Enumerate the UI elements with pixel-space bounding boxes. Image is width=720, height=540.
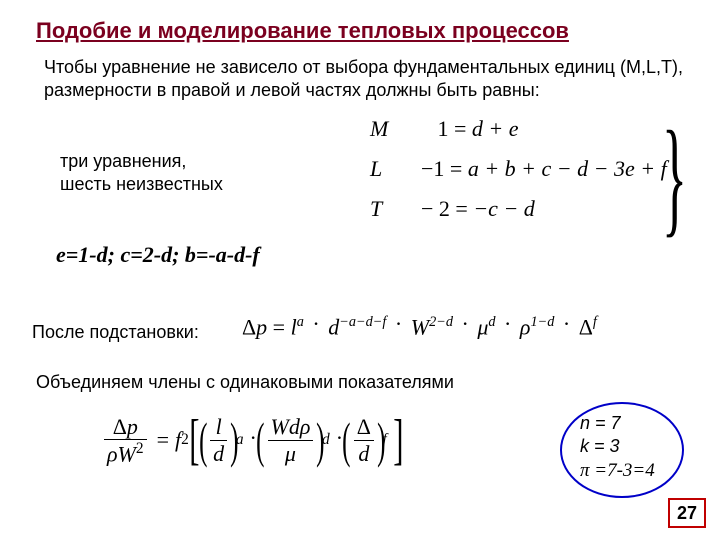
after-substitution-equation: Δp = la · d−a−d−f · W2−d · μd · ρ1−d · Δ… (242, 314, 597, 340)
ae-exp-W: 2−d (429, 314, 453, 330)
brace-icon: } (662, 112, 687, 242)
eq-row-T: T − 2 = −c − d (370, 196, 667, 222)
group-Wdrho-over-mu: Wdρ μ (268, 415, 314, 464)
ae-W: W (411, 314, 429, 339)
ae-dp: Δp (242, 314, 267, 339)
frac-dp-rhoW2: Δp ρW2 (104, 415, 147, 466)
eq-row-L: L −1 = a + b + c − d − 3e + f (370, 156, 667, 182)
bubble-k: k = 3 (580, 435, 655, 458)
eq-T-rhs: −c − d (473, 196, 534, 221)
ae-mu: μ (477, 314, 488, 339)
pi-theorem-text: n = 7 k = 3 π =7-3=4 (580, 412, 655, 483)
note-line-2: шесть неизвестных (60, 174, 223, 194)
group-Delta-over-d: Δ d (354, 415, 374, 464)
note-line-1: три уравнения, (60, 151, 186, 171)
bubble-n: n = 7 (580, 412, 655, 435)
eq-T-lhs: − 2 = (421, 196, 473, 221)
eq-var-L: L (370, 156, 410, 182)
bubble-pi: π =7-3=4 (580, 459, 655, 484)
ae-rho: ρ (520, 314, 531, 339)
eq-L-rhs: a + b + c − d − 3e + f (468, 156, 667, 181)
ae-exp-Delta: f (593, 314, 597, 330)
group-l-over-d: l d (210, 415, 227, 464)
ae-exp-rho: 1−d (530, 314, 554, 330)
solved-exponents: e=1-d; c=2-d; b=-a-d-f (56, 242, 260, 268)
ae-eq: = (273, 314, 291, 339)
eq-var-T: T (370, 196, 410, 222)
eq-var-M: M (370, 116, 410, 142)
eq-M-rhs: d + e (472, 116, 519, 141)
combine-equation: Δp ρW2 = f2 [ ( l d ) a · ( Wdρ μ ) d · … (100, 408, 403, 472)
ae-exp-a: a (297, 314, 304, 330)
ae-d: d (328, 314, 339, 339)
eq-M-lhs: 1 = (438, 116, 472, 141)
note-text: три уравнения, шесть неизвестных (60, 150, 223, 195)
ae-Delta: Δ (579, 314, 593, 339)
page-title: Подобие и моделирование тепловых процесс… (36, 18, 569, 44)
intro-text: Чтобы уравнение не зависело от выбора фу… (44, 56, 684, 101)
ae-exp-mu: d (488, 314, 495, 330)
ae-exp-d: −a−d−f (339, 314, 386, 330)
after-substitution-label: После подстановки: (32, 322, 199, 343)
eq-L-lhs: −1 = (421, 156, 468, 181)
page-number: 27 (668, 498, 706, 528)
combine-label: Объединяем члены с одинаковыми показател… (36, 372, 454, 393)
dimension-equations: M 1 = d + e L −1 = a + b + c − d − 3e + … (370, 116, 667, 236)
eq-row-M: M 1 = d + e (370, 116, 667, 142)
